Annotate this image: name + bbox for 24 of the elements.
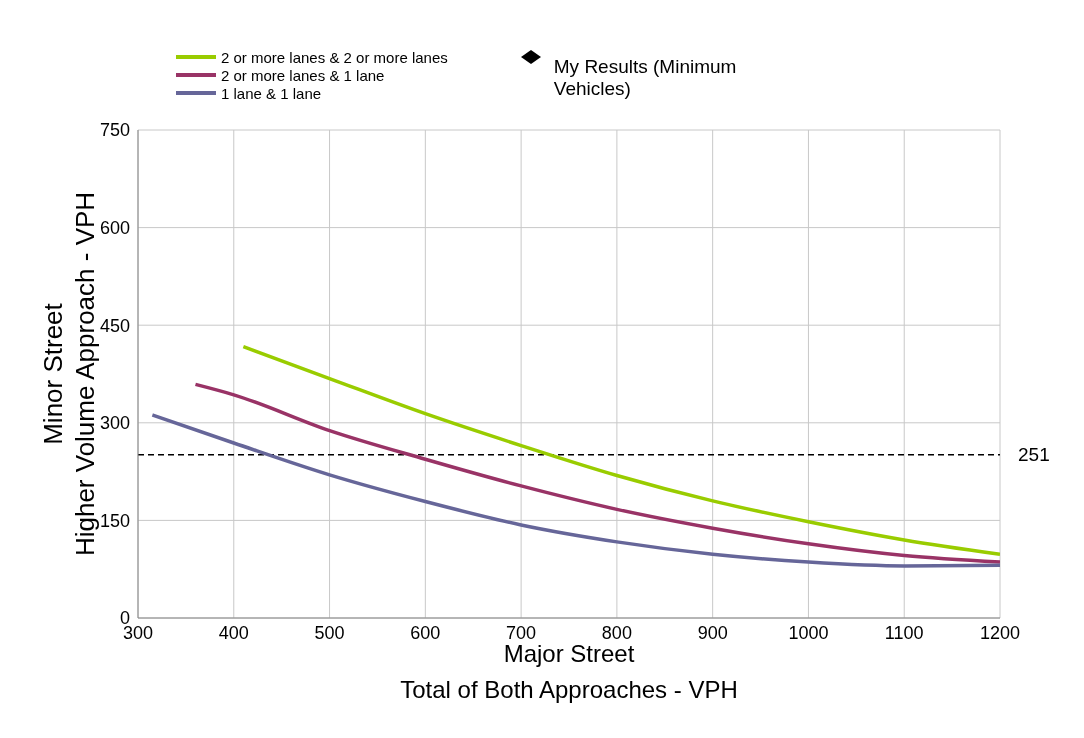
y-axis-title: Minor Street Higher Volume Approach - VPH <box>38 191 100 557</box>
y-tick-label: 300 <box>99 413 130 434</box>
x-axis-title: Major Street Total of Both Approaches - VPH <box>400 640 738 703</box>
legend-label: 2 or more lanes & 1 lane <box>221 66 385 84</box>
line-series <box>150 413 1000 568</box>
line-series <box>241 344 1000 556</box>
y-tick-label: 450 <box>99 315 130 336</box>
ref-line-label: 251 <box>1018 444 1050 466</box>
y-tick-label: 750 <box>99 120 130 141</box>
x-tick-label: 1100 <box>884 622 924 643</box>
legend-label: My Results (Minimum Vehicles) <box>553 56 738 100</box>
x-tick-label: 1200 <box>979 622 1021 643</box>
x-tick-label: 400 <box>218 622 249 643</box>
x-tick-label: 1000 <box>788 622 829 643</box>
y-tick-label: 600 <box>99 217 130 238</box>
x-tick-label: 900 <box>697 622 728 643</box>
line-series <box>193 382 1000 564</box>
x-tick-label: 600 <box>410 622 441 643</box>
x-tick-label: 800 <box>601 622 632 643</box>
legend-label: 1 lane & 1 lane <box>221 84 322 102</box>
y-tick-label: 150 <box>99 510 130 531</box>
x-tick-label: 700 <box>506 622 537 643</box>
legend-label: 2 or more lanes & 2 or more lanes <box>221 48 448 66</box>
x-tick-label: 500 <box>314 622 345 643</box>
